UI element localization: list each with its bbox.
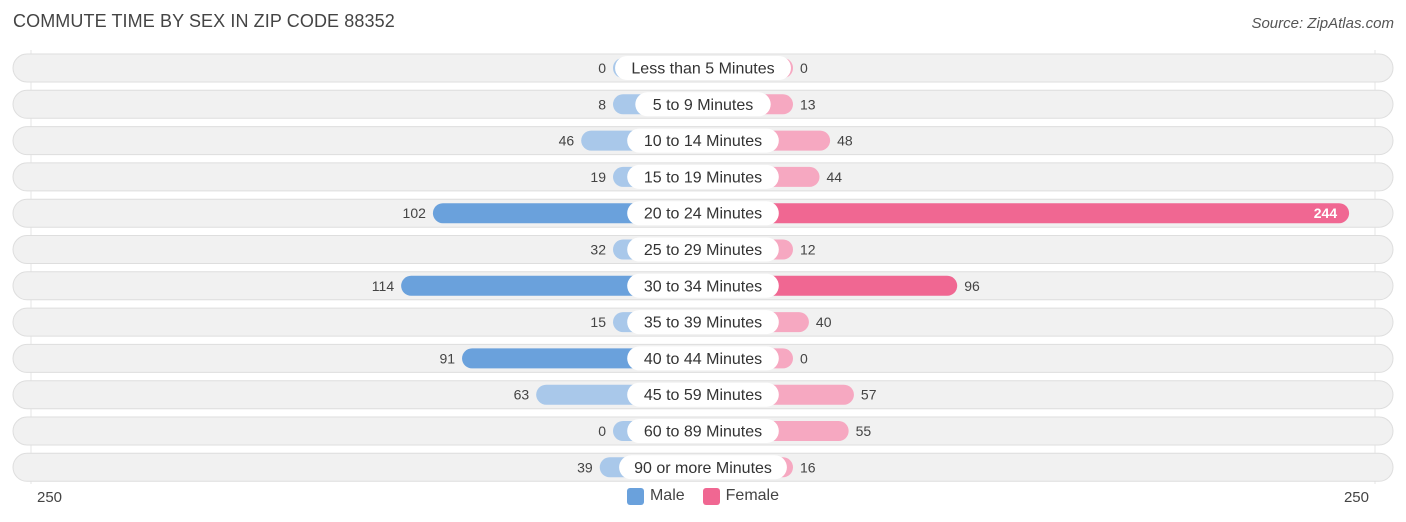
value-label-male: 91 bbox=[439, 350, 455, 366]
value-label-male: 8 bbox=[598, 96, 606, 112]
source-label: Source: ZipAtlas.com bbox=[1251, 15, 1394, 32]
legend-swatch-female bbox=[702, 487, 720, 505]
value-label-female: 40 bbox=[816, 314, 832, 330]
category-label-pill bbox=[619, 455, 787, 480]
value-label-female: 55 bbox=[856, 423, 872, 439]
category-label-pill bbox=[627, 237, 779, 262]
value-label-male: 63 bbox=[514, 387, 530, 403]
value-label-female: 44 bbox=[827, 169, 843, 185]
category-label-pill bbox=[627, 310, 779, 335]
value-label-female: 12 bbox=[800, 242, 816, 258]
category-label-pill bbox=[627, 382, 779, 407]
category-label: 40 to 44 Minutes bbox=[644, 351, 762, 368]
value-label-male: 0 bbox=[598, 60, 606, 76]
value-label-female: 244 bbox=[1314, 205, 1338, 221]
category-label: 35 to 39 Minutes bbox=[644, 315, 762, 332]
category-label-pill bbox=[627, 164, 779, 189]
axis-right-label: 250 bbox=[1343, 489, 1369, 506]
category-label: 5 to 9 Minutes bbox=[653, 97, 754, 114]
value-label-female: 57 bbox=[861, 387, 877, 403]
axis-left-label: 250 bbox=[37, 489, 63, 506]
value-label-male: 46 bbox=[559, 133, 575, 149]
category-label: 20 to 24 Minutes bbox=[644, 206, 762, 223]
category-label: 30 to 34 Minutes bbox=[644, 278, 762, 295]
chart-title: COMMUTE TIME BY SEX IN ZIP CODE 88352 bbox=[13, 11, 395, 31]
legend-item-female[interactable]: Female bbox=[702, 487, 780, 505]
value-label-female: 48 bbox=[837, 133, 853, 149]
legend-swatch-male bbox=[626, 487, 644, 505]
bar-female bbox=[703, 203, 1350, 224]
value-label-male: 15 bbox=[590, 314, 606, 330]
category-label: 90 or more Minutes bbox=[634, 460, 772, 477]
value-label-male: 19 bbox=[590, 169, 606, 185]
category-label-pill bbox=[635, 92, 771, 117]
category-label-pill bbox=[627, 128, 779, 153]
value-label-female: 13 bbox=[800, 96, 816, 112]
category-label-pill bbox=[627, 419, 779, 443]
value-label-female: 0 bbox=[800, 60, 808, 76]
category-label: 45 to 59 Minutes bbox=[644, 387, 762, 404]
value-label-male: 114 bbox=[372, 278, 395, 294]
value-label-male: 39 bbox=[577, 459, 593, 475]
category-label-pill bbox=[627, 346, 779, 371]
value-label-female: 96 bbox=[964, 278, 980, 294]
category-label-pill bbox=[615, 56, 791, 80]
category-label: 25 to 29 Minutes bbox=[644, 242, 762, 259]
legend-label-female: Female bbox=[725, 487, 780, 504]
value-label-female: 0 bbox=[800, 350, 808, 366]
category-label: 60 to 89 Minutes bbox=[644, 424, 762, 441]
bar-male bbox=[401, 275, 703, 296]
category-label: 10 to 14 Minutes bbox=[644, 133, 762, 150]
value-label-male: 32 bbox=[590, 242, 606, 258]
category-label: 15 to 19 Minutes bbox=[644, 169, 762, 186]
category-label-pill bbox=[627, 273, 779, 298]
legend-label-male: Male bbox=[649, 487, 685, 504]
legend-item-male[interactable]: Male bbox=[626, 487, 685, 505]
value-label-female: 16 bbox=[800, 459, 816, 475]
value-label-male: 102 bbox=[403, 205, 427, 221]
legend: Male Female bbox=[0, 487, 1406, 505]
category-label: Less than 5 Minutes bbox=[631, 61, 774, 78]
category-label-pill bbox=[627, 201, 779, 226]
value-label-male: 0 bbox=[598, 423, 606, 439]
